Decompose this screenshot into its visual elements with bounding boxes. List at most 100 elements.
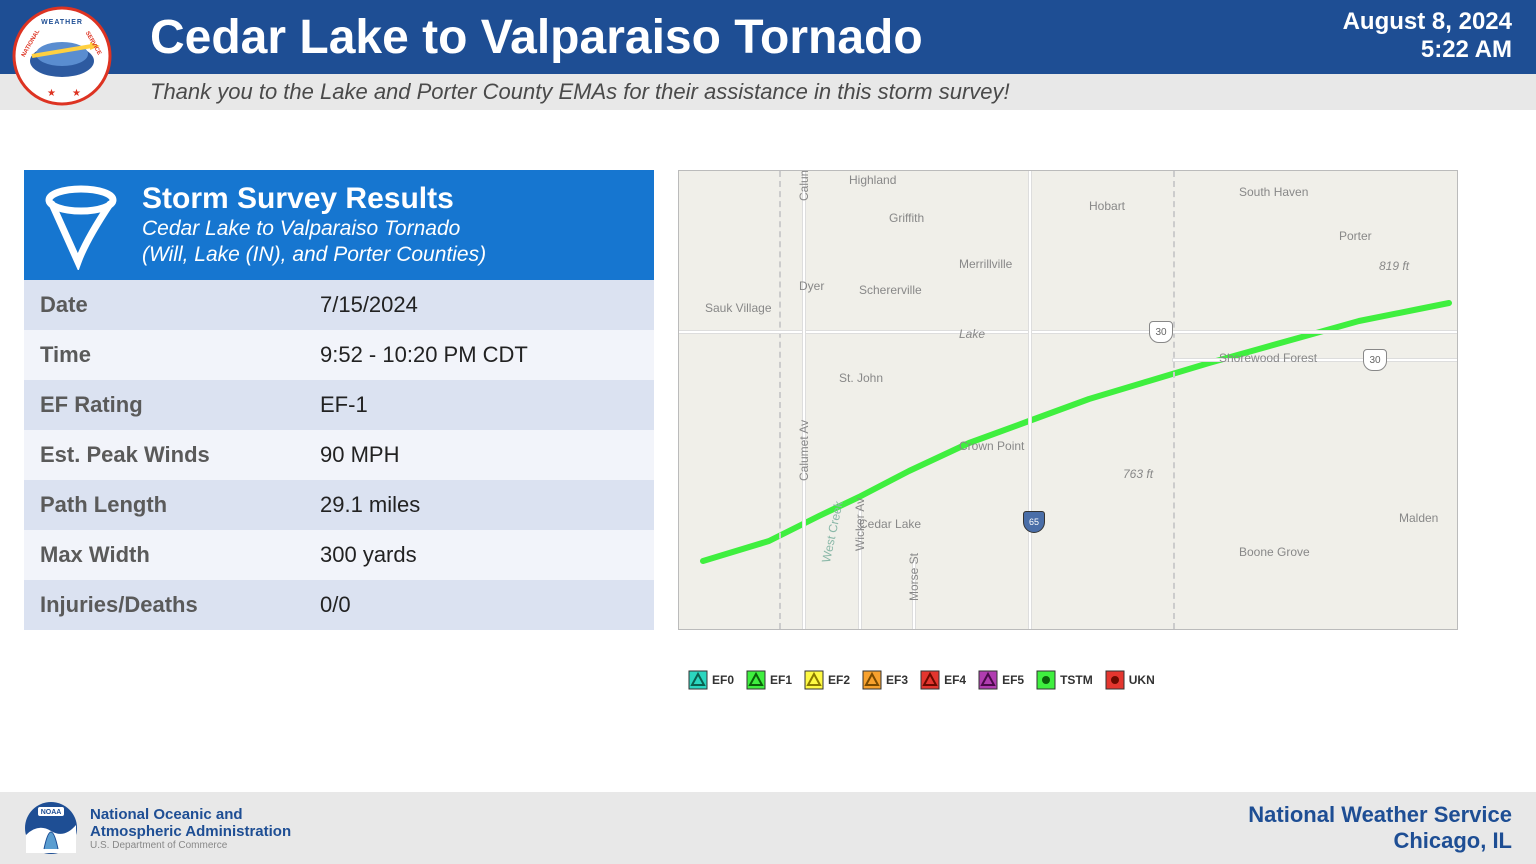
survey-row-label: Date bbox=[24, 280, 304, 330]
svg-text:★: ★ bbox=[47, 88, 56, 99]
road-vertical bbox=[1029, 171, 1031, 630]
highway-shield-icon: 30 bbox=[1149, 321, 1173, 343]
noaa-line3: U.S. Department of Commerce bbox=[90, 840, 291, 851]
survey-row-label: Est. Peak Winds bbox=[24, 430, 304, 480]
legend-item: EF5 bbox=[978, 670, 1024, 690]
survey-sub2: (Will, Lake (IN), and Porter Counties) bbox=[142, 242, 486, 268]
legend-swatch-icon bbox=[920, 670, 940, 690]
map-place-label: Morse St bbox=[907, 553, 921, 601]
legend-item: EF1 bbox=[746, 670, 792, 690]
legend-item: UKN bbox=[1105, 670, 1155, 690]
survey-header: Storm Survey Results Cedar Lake to Valpa… bbox=[24, 170, 654, 280]
survey-title: Storm Survey Results bbox=[142, 182, 486, 216]
map-place-label: West Creek bbox=[819, 500, 846, 564]
legend-swatch-icon bbox=[804, 670, 824, 690]
map-place-label: Boone Grove bbox=[1239, 545, 1310, 559]
map-place-label: Griffith bbox=[889, 211, 924, 225]
survey-row-label: Injuries/Deaths bbox=[24, 580, 304, 630]
survey-row: Time9:52 - 10:20 PM CDT bbox=[24, 330, 654, 380]
legend-swatch-icon bbox=[688, 670, 708, 690]
legend-item: EF4 bbox=[920, 670, 966, 690]
survey-row-value: 300 yards bbox=[304, 530, 654, 580]
survey-row: Date7/15/2024 bbox=[24, 280, 654, 330]
survey-row: EF RatingEF-1 bbox=[24, 380, 654, 430]
nws-name: National Weather Service bbox=[1248, 802, 1512, 828]
survey-table: Date7/15/2024Time9:52 - 10:20 PM CDTEF R… bbox=[24, 280, 654, 630]
legend-swatch-icon bbox=[746, 670, 766, 690]
nws-logo: WEATHER NATIONAL SERVICE ★ ★ bbox=[12, 6, 112, 106]
legend-swatch-icon bbox=[1036, 670, 1056, 690]
highway-shield-icon: 30 bbox=[1363, 349, 1387, 371]
survey-row: Injuries/Deaths0/0 bbox=[24, 580, 654, 630]
survey-row: Path Length29.1 miles bbox=[24, 480, 654, 530]
map-place-label: Sauk Village bbox=[705, 301, 772, 315]
map-place-label: South Haven bbox=[1239, 185, 1308, 199]
legend-swatch-icon bbox=[1105, 670, 1125, 690]
map-place-label: Calumet Av bbox=[797, 420, 811, 481]
map-place-label: Shorewood Forest bbox=[1219, 351, 1317, 365]
legend-item: EF0 bbox=[688, 670, 734, 690]
survey-row-value: 90 MPH bbox=[304, 430, 654, 480]
survey-sub1: Cedar Lake to Valparaiso Tornado bbox=[142, 216, 486, 242]
map-place-label: Dyer bbox=[799, 279, 824, 293]
survey-row-label: Time bbox=[24, 330, 304, 380]
legend-label: EF2 bbox=[828, 673, 850, 687]
main-content: Storm Survey Results Cedar Lake to Valpa… bbox=[0, 110, 1536, 690]
map-place-label: Lake bbox=[959, 327, 985, 341]
map-place-label: Wicker Av bbox=[853, 498, 867, 551]
legend-swatch-icon bbox=[862, 670, 882, 690]
survey-row-value: 29.1 miles bbox=[304, 480, 654, 530]
footer-bar: NOAA National Oceanic and Atmospheric Ad… bbox=[0, 792, 1536, 864]
noaa-logo: NOAA bbox=[24, 801, 78, 855]
svg-text:NOAA: NOAA bbox=[41, 809, 62, 816]
survey-row: Est. Peak Winds90 MPH bbox=[24, 430, 654, 480]
survey-row-value: 7/15/2024 bbox=[304, 280, 654, 330]
survey-row-value: 0/0 bbox=[304, 580, 654, 630]
ef-scale-legend: EF0 EF1 EF2 EF3 EF4 EF5 TSTM UKN bbox=[678, 670, 1512, 690]
legend-item: TSTM bbox=[1036, 670, 1093, 690]
survey-row-value: EF-1 bbox=[304, 380, 654, 430]
legend-swatch-icon bbox=[978, 670, 998, 690]
legend-label: EF3 bbox=[886, 673, 908, 687]
map-place-label: Crown Point bbox=[959, 439, 1024, 453]
header-bar: Cedar Lake to Valparaiso Tornado August … bbox=[0, 0, 1536, 74]
legend-item: EF2 bbox=[804, 670, 850, 690]
footer-left: NOAA National Oceanic and Atmospheric Ad… bbox=[24, 801, 291, 855]
map-place-label: Highland bbox=[849, 173, 896, 187]
nws-office: Chicago, IL bbox=[1248, 828, 1512, 854]
issue-datetime: August 8, 2024 5:22 AM bbox=[1343, 8, 1512, 64]
subtitle-text: Thank you to the Lake and Porter County … bbox=[150, 79, 1010, 105]
legend-label: EF0 bbox=[712, 673, 734, 687]
map-place-label: Schererville bbox=[859, 283, 922, 297]
map-place-label: Merrillville bbox=[959, 257, 1012, 271]
svg-text:WEATHER: WEATHER bbox=[41, 19, 83, 26]
survey-row-label: Max Width bbox=[24, 530, 304, 580]
map-place-label: Hobart bbox=[1089, 199, 1125, 213]
survey-row-value: 9:52 - 10:20 PM CDT bbox=[304, 330, 654, 380]
map-place-label: Malden bbox=[1399, 511, 1438, 525]
tornado-icon bbox=[36, 180, 126, 270]
issue-time: 5:22 AM bbox=[1343, 36, 1512, 64]
legend-item: EF3 bbox=[862, 670, 908, 690]
footer-right: National Weather Service Chicago, IL bbox=[1248, 802, 1512, 854]
legend-label: EF4 bbox=[944, 673, 966, 687]
legend-label: TSTM bbox=[1060, 673, 1093, 687]
noaa-text: National Oceanic and Atmospheric Adminis… bbox=[90, 806, 291, 851]
map-place-label: Cedar Lake bbox=[859, 517, 921, 531]
tornado-track bbox=[703, 303, 1449, 561]
svg-text:★: ★ bbox=[72, 88, 81, 99]
interstate-shield-icon: 65 bbox=[1023, 511, 1045, 533]
map-place-label: 819 ft bbox=[1379, 259, 1409, 273]
legend-label: EF5 bbox=[1002, 673, 1024, 687]
survey-row: Max Width300 yards bbox=[24, 530, 654, 580]
road-vertical bbox=[803, 171, 805, 630]
map-place-label: St. John bbox=[839, 371, 883, 385]
noaa-line1: National Oceanic and bbox=[90, 806, 291, 823]
issue-date: August 8, 2024 bbox=[1343, 8, 1512, 36]
county-boundary bbox=[1173, 171, 1175, 629]
legend-label: UKN bbox=[1129, 673, 1155, 687]
map-place-label: Calumet Av bbox=[797, 170, 811, 201]
map-panel: HighlandGriffithHobartSouth HavenPorter8… bbox=[678, 170, 1512, 690]
noaa-line2: Atmospheric Administration bbox=[90, 823, 291, 840]
survey-panel: Storm Survey Results Cedar Lake to Valpa… bbox=[24, 170, 654, 690]
